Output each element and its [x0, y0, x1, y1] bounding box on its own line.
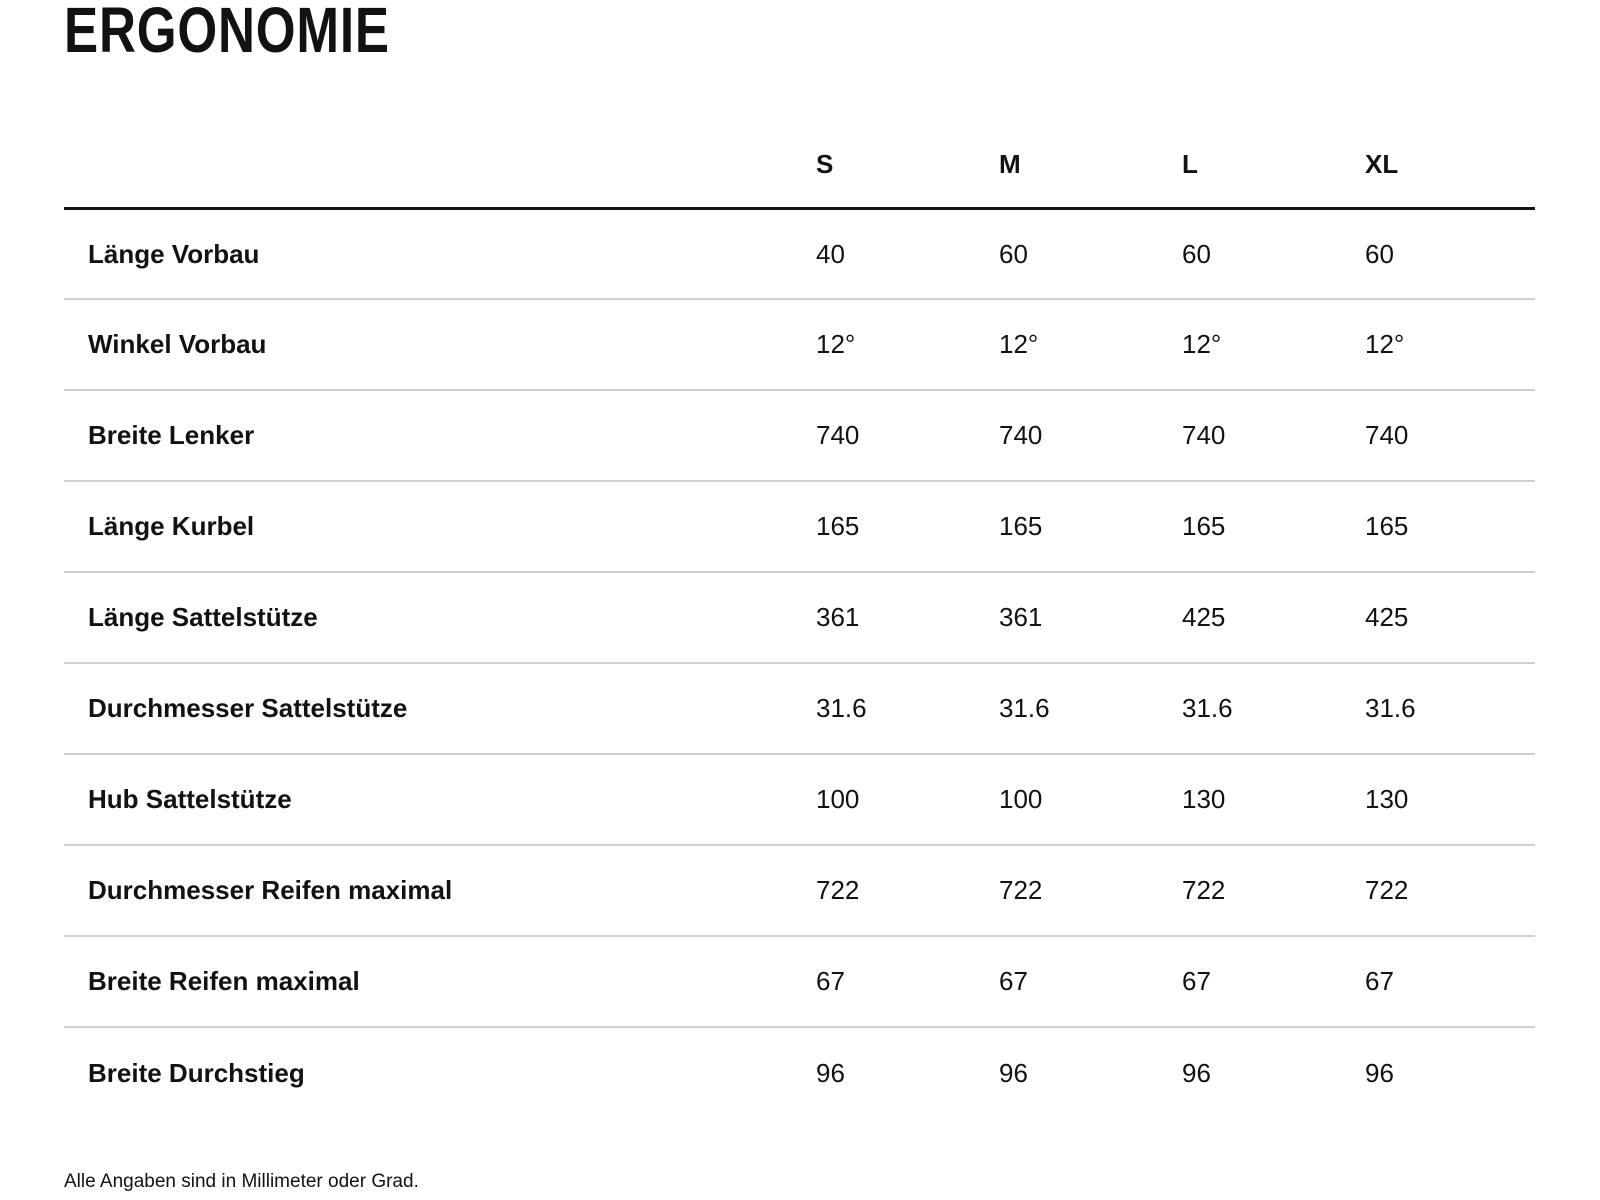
spec-value-m: 740: [987, 390, 1170, 483]
table-row: Durchmesser Sattelstütze 31.6 31.6 31.6 31.6: [64, 663, 1535, 756]
spec-value-xl: 12°: [1353, 299, 1535, 392]
spec-row-label: Länge Sattelstütze: [64, 572, 804, 665]
spec-row-label: Durchmesser Sattelstütze: [64, 663, 804, 756]
spec-row-label: Winkel Vorbau: [64, 299, 804, 392]
spec-row-label: Hub Sattelstütze: [64, 754, 804, 847]
spec-value-m: 96: [999, 1057, 1028, 1088]
column-header-s: S: [804, 122, 987, 210]
spec-value-m: 100: [987, 754, 1170, 847]
column-header-m: M: [987, 122, 1170, 210]
table-row: Länge Kurbel 165 165 165 165: [64, 481, 1535, 574]
spec-value-m: 31.6: [987, 663, 1170, 756]
table-row: Länge Vorbau 40 60 60 60: [64, 208, 1535, 301]
spec-value-l: 96: [1182, 1057, 1211, 1088]
column-header-xl: XL: [1353, 122, 1535, 210]
spec-value-s: 96: [816, 1057, 845, 1088]
spec-value-m: 165: [987, 481, 1170, 574]
spec-value-xl: 96: [1365, 1057, 1394, 1088]
spec-row-label: Durchmesser Reifen maximal: [64, 845, 804, 938]
table-row: Hub Sattelstütze 100 100 130 130: [64, 754, 1535, 847]
spec-table-header: S M L XL: [64, 122, 1535, 210]
spec-value-l: 740: [1170, 390, 1353, 483]
spec-value-xl: 165: [1353, 481, 1535, 574]
spec-value-s: 722: [804, 845, 987, 938]
table-row: Durchmesser Reifen maximal 722 722 722 722: [64, 845, 1535, 938]
spec-value-l: 130: [1170, 754, 1353, 847]
spec-row-label: Breite Reifen maximal: [64, 936, 804, 1029]
spec-table: S M L XL Länge Vorbau 40 60 60 60 Winkel Vorbau 1…: [64, 122, 1535, 1118]
spec-table-body: Länge Vorbau 40 60 60 60 Winkel Vorbau 12° 12° 1…: [64, 208, 1535, 1118]
spec-value-m: 60: [987, 208, 1170, 301]
spec-value-m: 12°: [987, 299, 1170, 392]
spec-value-s: 40: [804, 208, 987, 301]
spec-value-m: 722: [987, 845, 1170, 938]
table-row: Breite Reifen maximal 67 67 67 67: [64, 936, 1535, 1029]
spec-value-m: 361: [987, 572, 1170, 665]
spec-row-label: Länge Kurbel: [64, 481, 804, 574]
header-row: S M L XL: [64, 122, 1535, 210]
spec-value-xl: 722: [1353, 845, 1535, 938]
page-title-text: ERGONOMIE: [64, 0, 390, 66]
spec-row-label: Breite Durchstieg: [88, 1057, 305, 1088]
spec-value-s: 165: [804, 481, 987, 574]
table-row: Breite Lenker 740 740 740 740: [64, 390, 1535, 483]
spec-value-l: 722: [1170, 845, 1353, 938]
spec-value-xl: 740: [1353, 390, 1535, 483]
spec-value-s: 100: [804, 754, 987, 847]
spec-value-xl: 425: [1353, 572, 1535, 665]
spec-value-l: 12°: [1170, 299, 1353, 392]
spec-value-xl: 60: [1353, 208, 1535, 301]
spec-value-l: 165: [1170, 481, 1353, 574]
spec-value-s: 12°: [804, 299, 987, 392]
spec-row-label: Länge Vorbau: [64, 208, 804, 301]
spec-row-label: Breite Lenker: [64, 390, 804, 483]
spec-value-s: 67: [804, 936, 987, 1029]
table-row: Winkel Vorbau 12° 12° 12° 12°: [64, 299, 1535, 392]
spec-value-l: 60: [1170, 208, 1353, 301]
units-footnote: Alle Angaben sind in Millimeter oder Gra…: [64, 1171, 419, 1193]
table-row: Breite Durchstieg 96 96 96 96: [64, 1027, 1535, 1118]
spec-value-l: 31.6: [1170, 663, 1353, 756]
column-header-l: L: [1170, 122, 1353, 210]
spec-value-m: 67: [987, 936, 1170, 1029]
spec-value-s: 31.6: [804, 663, 987, 756]
label-column-header-empty: [64, 122, 804, 210]
spec-value-xl: 67: [1353, 936, 1535, 1029]
spec-value-l: 67: [1170, 936, 1353, 1029]
spec-value-s: 740: [804, 390, 987, 483]
table-row: Länge Sattelstütze 361 361 425 425: [64, 572, 1535, 665]
spec-value-s: 361: [804, 572, 987, 665]
spec-value-l: 425: [1170, 572, 1353, 665]
spec-value-xl: 31.6: [1353, 663, 1535, 756]
spec-value-xl: 130: [1353, 754, 1535, 847]
page-title: ERGONOMIE: [0, 0, 1600, 66]
